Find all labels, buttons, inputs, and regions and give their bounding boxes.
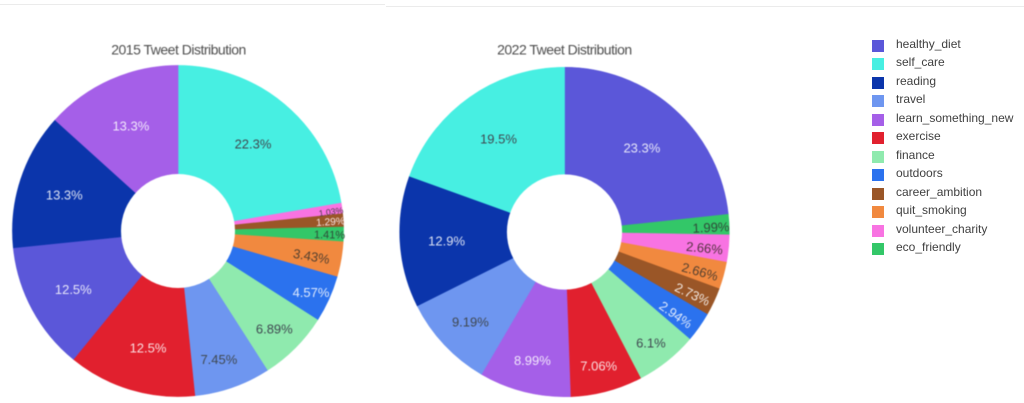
svg-text:7.06%: 7.06% <box>580 359 617 374</box>
svg-text:1.99%: 1.99% <box>692 219 730 236</box>
svg-text:8.99%: 8.99% <box>514 353 551 368</box>
svg-text:6.89%: 6.89% <box>256 322 293 337</box>
svg-text:13.3%: 13.3% <box>46 187 83 202</box>
svg-text:1.03%: 1.03% <box>318 205 344 218</box>
svg-text:22.3%: 22.3% <box>235 137 272 152</box>
svg-text:2.66%: 2.66% <box>685 239 724 258</box>
svg-text:3.43%: 3.43% <box>292 246 331 267</box>
svg-text:1.41%: 1.41% <box>314 229 346 242</box>
svg-text:4.57%: 4.57% <box>293 285 330 300</box>
svg-text:23.3%: 23.3% <box>623 141 660 156</box>
svg-text:12.9%: 12.9% <box>428 234 465 249</box>
svg-text:19.5%: 19.5% <box>480 132 517 147</box>
svg-text:9.19%: 9.19% <box>452 315 489 330</box>
svg-text:2015 Tweet Distribution: 2015 Tweet Distribution <box>111 41 246 57</box>
svg-text:13.3%: 13.3% <box>112 118 149 133</box>
svg-text:12.5%: 12.5% <box>55 282 92 297</box>
svg-text:7.45%: 7.45% <box>200 352 237 367</box>
svg-text:6.1%: 6.1% <box>636 336 666 351</box>
svg-text:2022 Tweet Distribution: 2022 Tweet Distribution <box>497 41 632 57</box>
svg-text:12.5%: 12.5% <box>130 341 167 356</box>
svg-text:1.29%: 1.29% <box>316 216 346 229</box>
